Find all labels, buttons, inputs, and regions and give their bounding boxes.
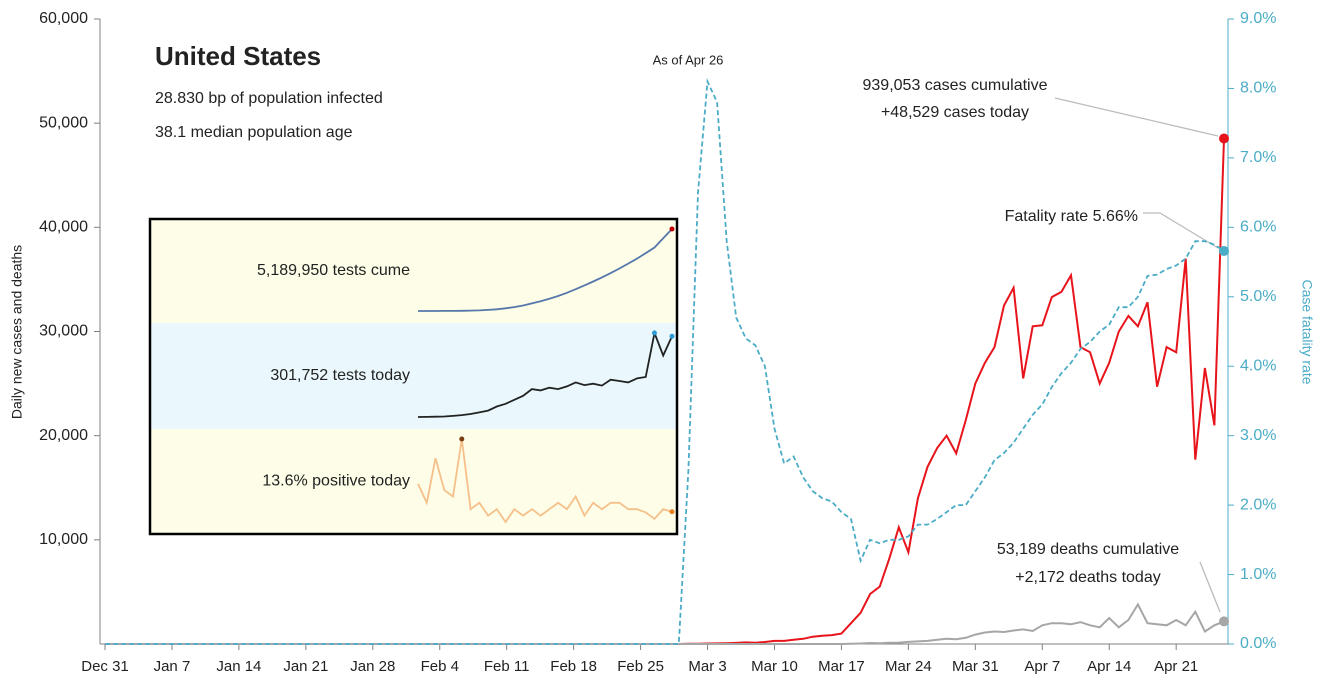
y-tick-label: 60,000 [39, 10, 88, 27]
sparkline [417, 329, 673, 418]
x-tick-label: Apr 7 [1024, 658, 1060, 675]
x-tick-label: Jan 14 [216, 658, 261, 675]
series-line [105, 602, 1225, 645]
x-tick-label: Jan 28 [350, 658, 395, 675]
sparkline-marker [669, 333, 675, 339]
x-tick-label: Mar 31 [952, 658, 999, 675]
sparkline-marker [669, 226, 675, 232]
sparkline-label: 13.6% positive today [262, 473, 410, 490]
chart-title: United States [155, 41, 321, 71]
sparkline-marker [669, 509, 675, 515]
y2-tick-label: 1.0% [1240, 566, 1276, 583]
sparkline [418, 228, 673, 312]
sparkline-marker [651, 330, 657, 336]
y-tick-label: 10,000 [39, 531, 88, 548]
y2-tick-label: 5.0% [1240, 288, 1276, 305]
y2-tick-label: 9.0% [1240, 10, 1276, 27]
y-tick-label: 40,000 [39, 219, 88, 236]
inset-band [150, 429, 677, 534]
leader-line [1199, 561, 1221, 613]
x-tick-label: Apr 21 [1154, 658, 1198, 675]
sparkline-label: 301,752 tests today [270, 367, 410, 384]
y2-tick-label: 4.0% [1240, 357, 1276, 374]
x-tick-label: Feb 25 [617, 658, 664, 675]
y-tick-label: 30,000 [39, 323, 88, 340]
x-tick-label: Feb 4 [421, 658, 459, 675]
leader-line [1054, 97, 1219, 137]
y2-tick-label: 3.0% [1240, 427, 1276, 444]
annotation: 53,189 deaths cumulative [997, 541, 1179, 558]
inset-frame [148, 217, 679, 536]
x-tick-label: Apr 14 [1087, 658, 1131, 675]
series-line [105, 78, 1225, 645]
annotation: Fatality rate 5.66% [1005, 208, 1138, 225]
y2-tick-label: 8.0% [1240, 80, 1276, 97]
x-tick-label: Mar 3 [688, 658, 726, 675]
x-tick-label: Mar 24 [885, 658, 932, 675]
y2-tick-label: 0.0% [1240, 635, 1276, 652]
annotation: +2,172 deaths today [1015, 569, 1160, 586]
annotation: 939,053 cases cumulative [863, 77, 1048, 94]
x-tick-label: Mar 10 [751, 658, 798, 675]
y-tick-label: 20,000 [39, 427, 88, 444]
subtitle: 38.1 median population age [155, 124, 353, 141]
leader-line [1143, 212, 1219, 249]
y-tick-label: 50,000 [39, 114, 88, 131]
y2-axis-label: Case fatality rate [1299, 279, 1315, 384]
y2-tick-label: 7.0% [1240, 149, 1276, 166]
x-tick-label: Dec 31 [81, 658, 129, 675]
y2-tick-label: 2.0% [1240, 496, 1276, 513]
x-tick-label: Feb 18 [550, 658, 597, 675]
x-tick-label: Jan 21 [283, 658, 328, 675]
sparkline-label: 5,189,950 tests cume [257, 262, 410, 279]
inset-band [150, 219, 677, 323]
end-point [1219, 133, 1229, 144]
annotation: As of Apr 26 [653, 52, 724, 67]
x-tick-label: Jan 7 [154, 658, 191, 675]
sparkline-marker [459, 436, 465, 442]
sparkline [417, 438, 673, 524]
end-point [1219, 245, 1229, 256]
x-tick-label: Mar 17 [818, 658, 865, 675]
x-tick-label: Feb 11 [484, 658, 530, 675]
end-point [1219, 616, 1229, 627]
y2-tick-label: 6.0% [1240, 219, 1276, 236]
y-axis-label: Daily new cases and deaths [9, 245, 25, 419]
subtitle: 28.830 bp of population infected [155, 90, 383, 107]
annotation: +48,529 cases today [881, 104, 1029, 121]
inset-band [150, 323, 677, 429]
